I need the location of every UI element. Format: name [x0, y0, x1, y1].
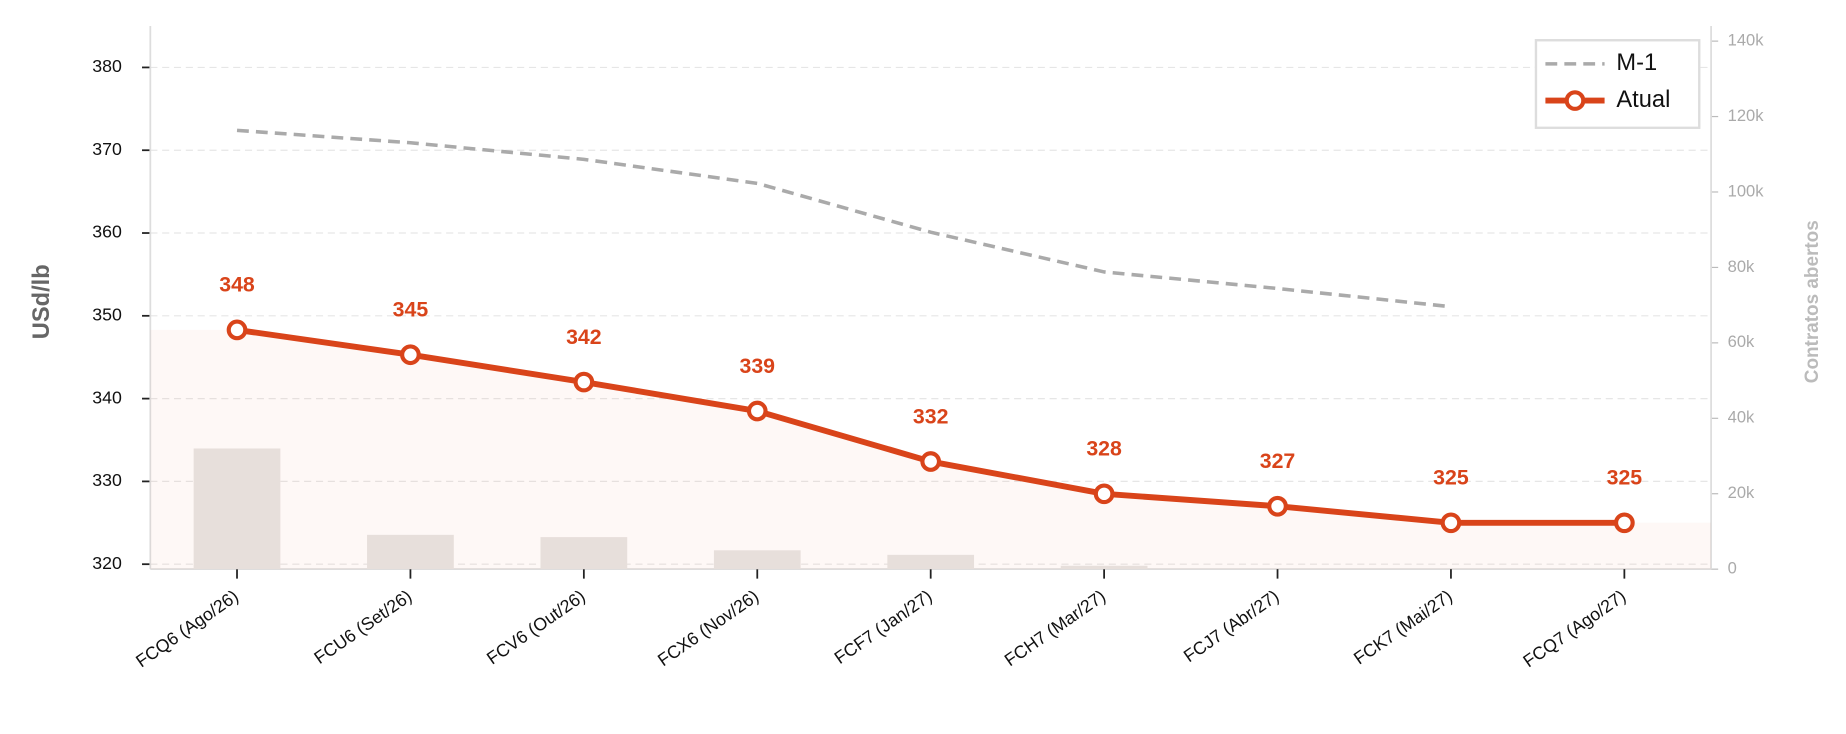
legend-marker [1564, 90, 1586, 111]
marker [1093, 483, 1115, 505]
marker [1614, 512, 1635, 534]
area [150, 329, 1712, 570]
x-tick-label: FCH7 (Mar/27) [1001, 586, 1109, 670]
marker [1440, 512, 1462, 534]
x-tick-label: FCU6 (Set/26) [310, 586, 415, 668]
data-label: 342 [566, 325, 602, 349]
y-tick-label: 370 [92, 139, 122, 159]
y2-tick-label: 0 [1728, 559, 1737, 578]
data-label: 339 [740, 354, 776, 378]
legend-label: Atual [1616, 87, 1670, 113]
y2-tick-label: 20k [1728, 483, 1755, 502]
bar [367, 534, 454, 570]
data-label: 332 [913, 404, 949, 428]
bar [713, 550, 801, 570]
x-tick-label: FCV6 (Out/26) [483, 586, 589, 669]
y-tick-label: 380 [92, 56, 122, 76]
x-tick-label: FCJ7 (Abr/27) [1180, 586, 1283, 666]
y2-tick-label: 80k [1728, 257, 1755, 276]
x-tick-label: FCK7 (Mai/27) [1350, 586, 1456, 669]
y-axis-label: USd/lb [29, 264, 55, 339]
y2-tick-label: 140k [1728, 30, 1765, 49]
data-label: 345 [393, 298, 429, 322]
data-label: 325 [1433, 466, 1469, 490]
legend-box [1534, 39, 1701, 129]
y-tick-label: 340 [92, 387, 122, 407]
bar [540, 537, 628, 570]
y2-tick-label: 60k [1728, 332, 1755, 351]
x-tick-label: FCQ6 (Ago/26) [132, 586, 242, 671]
bar [1060, 565, 1148, 570]
marker [746, 400, 768, 422]
y2-tick-label: 40k [1728, 408, 1755, 427]
data-label: 327 [1260, 449, 1296, 473]
y-tick-label: 330 [92, 470, 122, 490]
marker [400, 344, 421, 366]
marker [920, 451, 942, 472]
marker [573, 371, 595, 393]
x-tick-label: FCF7 (Jan/27) [831, 586, 936, 668]
x-tick-label: FCQ7 (Ago/27) [1519, 586, 1629, 671]
data-label: 328 [1086, 437, 1122, 461]
y-tick-label: 320 [92, 553, 122, 573]
marker [226, 319, 248, 341]
legend-label: M-1 [1616, 50, 1657, 76]
y2-tick-label: 120k [1728, 106, 1765, 125]
marker [1267, 495, 1288, 517]
bar [193, 448, 281, 570]
data-label: 325 [1607, 466, 1643, 490]
bar [887, 554, 975, 570]
y-tick-label: 360 [92, 222, 122, 242]
y2-axis-label: Contratos abertos [1802, 220, 1823, 383]
y-tick-label: 350 [92, 305, 122, 325]
data-label: 348 [219, 273, 255, 297]
x-tick-label: FCX6 (Nov/26) [654, 586, 762, 670]
y2-tick-label: 100k [1728, 181, 1765, 200]
line [236, 128, 1452, 309]
